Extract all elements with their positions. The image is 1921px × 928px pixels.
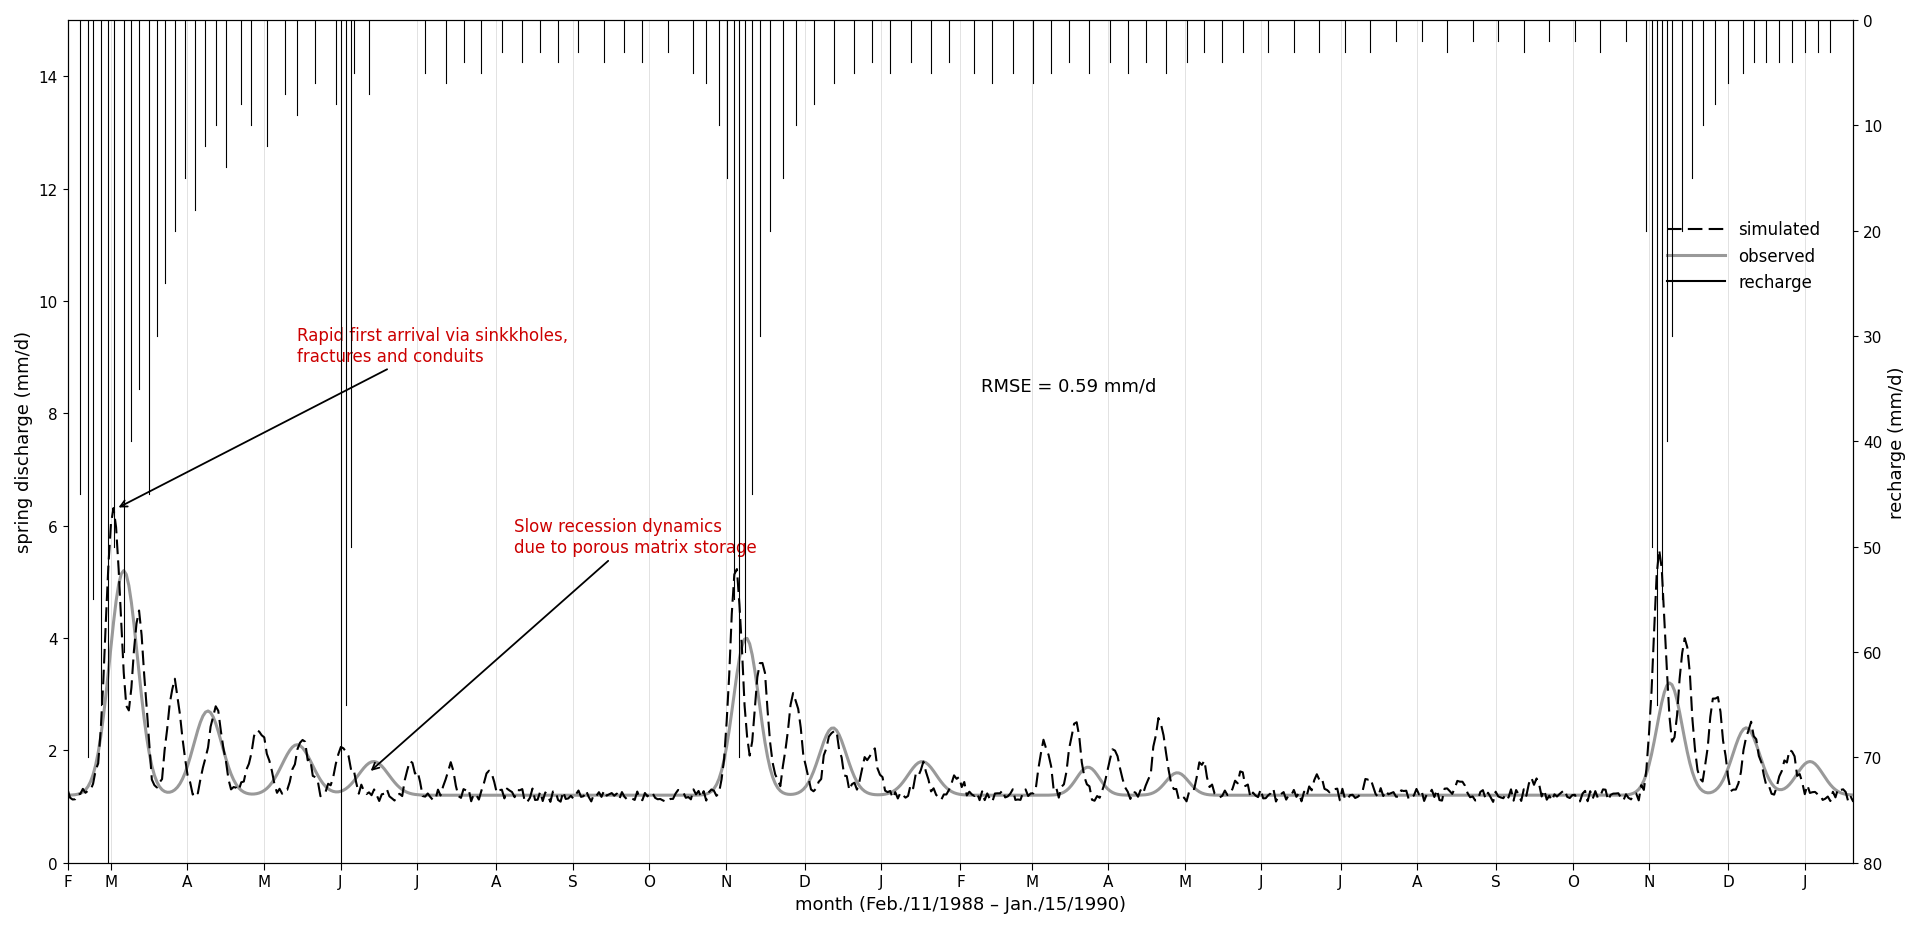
Text: RMSE = 0.59 mm/d: RMSE = 0.59 mm/d bbox=[982, 377, 1156, 394]
Text: Slow recession dynamics
due to porous matrix storage: Slow recession dynamics due to porous ma… bbox=[373, 518, 757, 769]
Y-axis label: spring discharge (mm/d): spring discharge (mm/d) bbox=[15, 331, 33, 553]
X-axis label: month (Feb./11/1988 – Jan./15/1990): month (Feb./11/1988 – Jan./15/1990) bbox=[795, 895, 1126, 913]
Legend: simulated, observed, recharge: simulated, observed, recharge bbox=[1660, 214, 1827, 299]
Text: Rapid first arrival via sinkkholes,
fractures and conduits: Rapid first arrival via sinkkholes, frac… bbox=[121, 327, 569, 507]
Y-axis label: recharge (mm/d): recharge (mm/d) bbox=[1888, 366, 1906, 518]
